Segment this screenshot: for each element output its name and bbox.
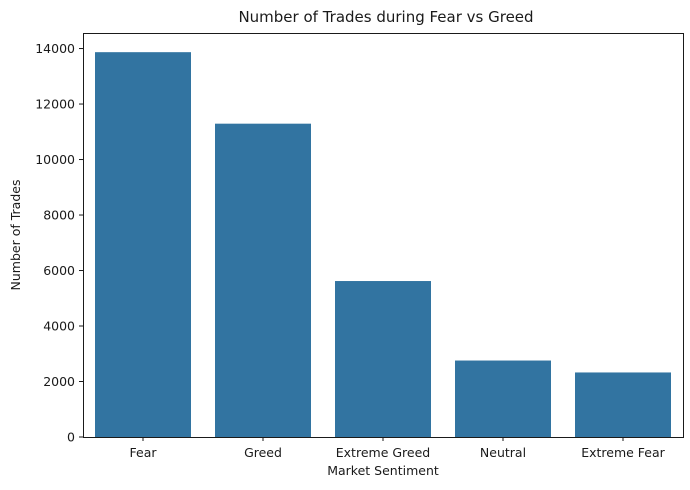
bar-extreme-greed xyxy=(335,281,431,437)
bar-greed xyxy=(215,123,311,437)
x-tick-label: Extreme Fear xyxy=(581,445,665,460)
bar-extreme-fear xyxy=(575,372,671,437)
y-tick-label: 6000 xyxy=(43,263,75,278)
x-tick-label: Extreme Greed xyxy=(336,445,430,460)
bar-neutral xyxy=(455,360,551,437)
x-axis-label: Market Sentiment xyxy=(327,463,439,478)
y-tick-label: 2000 xyxy=(43,374,75,389)
x-axis-ticks: Fear Greed Extreme Greed Neutral Extreme Fea… xyxy=(130,437,666,460)
x-tick-label: Fear xyxy=(130,445,158,460)
bar-fear xyxy=(95,52,191,438)
y-tick-label: 8000 xyxy=(43,208,75,223)
y-tick-label: 12000 xyxy=(35,97,75,112)
y-tick-label: 14000 xyxy=(35,41,75,56)
bars-layer xyxy=(95,52,671,438)
y-tick-label: 0 xyxy=(67,430,75,445)
y-tick-label: 4000 xyxy=(43,319,75,334)
x-tick-label: Greed xyxy=(244,445,282,460)
y-axis-ticks: 0 2000 4000 6000 8000 10000 12000 14000 xyxy=(35,41,83,445)
x-tick-label: Neutral xyxy=(480,445,526,460)
y-axis-label: Number of Trades xyxy=(8,180,23,291)
plot-frame xyxy=(83,33,684,438)
y-tick-label: 10000 xyxy=(35,152,75,167)
chart-title: Number of Trades during Fear vs Greed xyxy=(238,8,533,26)
